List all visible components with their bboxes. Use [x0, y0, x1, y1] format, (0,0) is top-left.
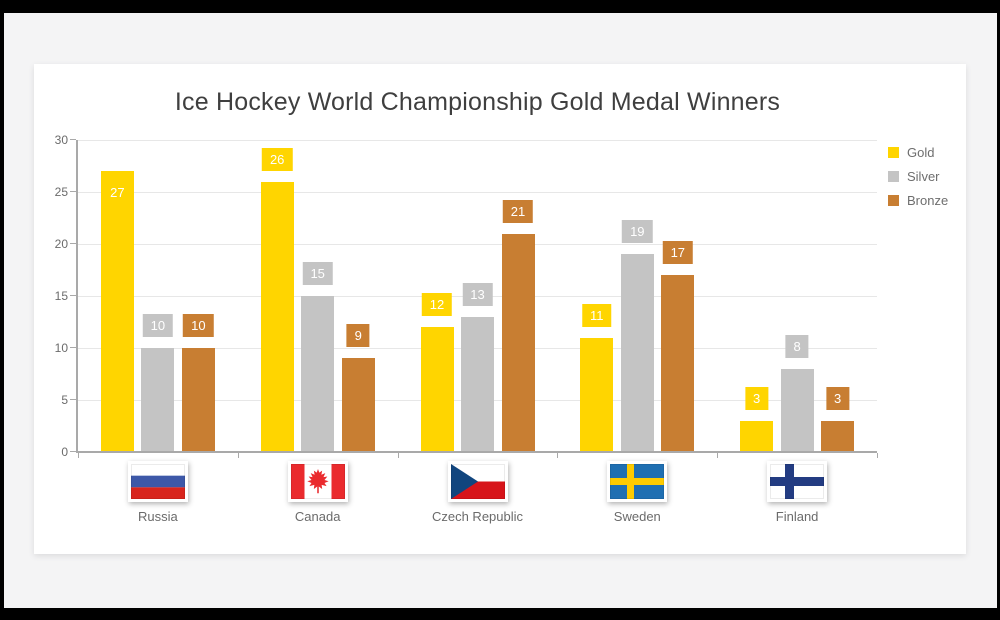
y-axis-tick: [70, 347, 76, 348]
legend: Gold Silver Bronze: [888, 140, 948, 212]
y-axis-tick: [70, 295, 76, 296]
data-label-bronze: 10: [183, 314, 214, 337]
y-axis-tick-label: 10: [54, 341, 68, 355]
data-label-gold: 27: [102, 181, 133, 205]
x-axis-tick: [237, 453, 239, 458]
legend-swatch-bronze: [888, 194, 899, 206]
legend-swatch-silver: [888, 170, 899, 182]
data-label-gold: 3: [744, 386, 769, 410]
bar-gold-canada[interactable]: [260, 181, 294, 451]
data-label-silver: 15: [302, 262, 333, 285]
bar-silver-russia[interactable]: [141, 348, 175, 451]
category-label-czech-republic: Czech Republic: [431, 509, 524, 524]
y-axis-tick: [70, 191, 76, 192]
y-axis-tick: [70, 451, 76, 452]
x-axis-tick: [397, 453, 399, 458]
data-label-silver: 13: [462, 282, 493, 306]
chart-title: Ice Hockey World Championship Gold Medal…: [174, 88, 781, 116]
bar-bronze-canada[interactable]: [341, 358, 375, 451]
flag-finland: [767, 461, 828, 502]
y-axis-tick-label: 15: [54, 289, 68, 303]
y-axis-tick-label: 30: [54, 133, 68, 147]
bar-bronze-russia[interactable]: [181, 348, 215, 451]
data-label-bronze: 17: [662, 241, 694, 265]
legend-swatch-gold: [888, 146, 899, 158]
x-axis-tick: [557, 453, 559, 458]
bar-silver-finland[interactable]: [780, 368, 814, 451]
flag-canada: [287, 461, 348, 502]
chart-card: Ice Hockey World Championship Gold Medal…: [34, 64, 966, 554]
y-axis-tick-label: 0: [61, 445, 68, 459]
plot-area: 0 5 10 15 20 25 30 27 26 12 11 3 10 15 13 19 8 10 9 21 17 3 R…: [34, 64, 966, 554]
legend-label: Silver: [907, 168, 940, 184]
category-label-finland: Finland: [775, 509, 819, 524]
y-axis-tick: [70, 139, 76, 140]
flag-russia: [127, 461, 188, 502]
bar-gold-russia[interactable]: [100, 171, 134, 451]
page-background: Ice Hockey World Championship Gold Medal…: [4, 13, 997, 608]
flag-czech-republic: [447, 461, 508, 502]
bar-silver-czech-republic[interactable]: [461, 316, 494, 451]
bar-bronze-finland[interactable]: [821, 420, 855, 451]
bar-gold-finland[interactable]: [740, 420, 774, 451]
data-label-silver: 10: [142, 314, 174, 337]
legend-item-gold[interactable]: Gold: [888, 140, 948, 164]
bar-bronze-sweden[interactable]: [661, 275, 695, 451]
y-axis-tick: [70, 399, 76, 400]
category-label-russia: Russia: [138, 509, 178, 524]
data-label-silver: 8: [785, 334, 809, 358]
bar-bronze-czech-republic[interactable]: [501, 233, 535, 451]
bar-silver-sweden[interactable]: [620, 254, 654, 451]
x-axis-line: [76, 451, 877, 453]
legend-label: Gold: [907, 144, 935, 160]
data-label-bronze: 21: [502, 199, 534, 223]
category-label-canada: Canada: [294, 509, 341, 524]
y-axis-tick: [70, 243, 76, 244]
gridline: [78, 192, 877, 193]
data-label-gold: 26: [261, 147, 293, 171]
data-label-silver: 19: [622, 220, 653, 244]
bar-gold-czech-republic[interactable]: [420, 327, 454, 451]
legend-label: Bronze: [907, 192, 949, 208]
y-axis-line: [76, 140, 78, 452]
data-label-gold: 11: [582, 303, 612, 327]
y-axis-tick-label: 5: [61, 393, 68, 407]
legend-item-silver[interactable]: Silver: [888, 164, 948, 188]
category-label-sweden: Sweden: [613, 509, 661, 524]
flag-sweden: [607, 461, 668, 502]
x-axis-tick: [717, 453, 719, 458]
bar-silver-canada[interactable]: [301, 296, 335, 451]
legend-item-bronze[interactable]: Bronze: [888, 188, 948, 212]
x-axis-tick: [877, 453, 878, 458]
data-label-bronze: 3: [825, 386, 850, 410]
gridline: [78, 140, 877, 141]
bar-gold-sweden[interactable]: [580, 337, 614, 451]
data-label-gold: 12: [421, 293, 453, 317]
y-axis-tick-label: 20: [54, 237, 68, 251]
y-axis-tick-label: 25: [54, 185, 68, 199]
x-axis-tick: [78, 453, 79, 458]
gridline: [78, 244, 877, 245]
data-label-bronze: 9: [346, 324, 370, 348]
